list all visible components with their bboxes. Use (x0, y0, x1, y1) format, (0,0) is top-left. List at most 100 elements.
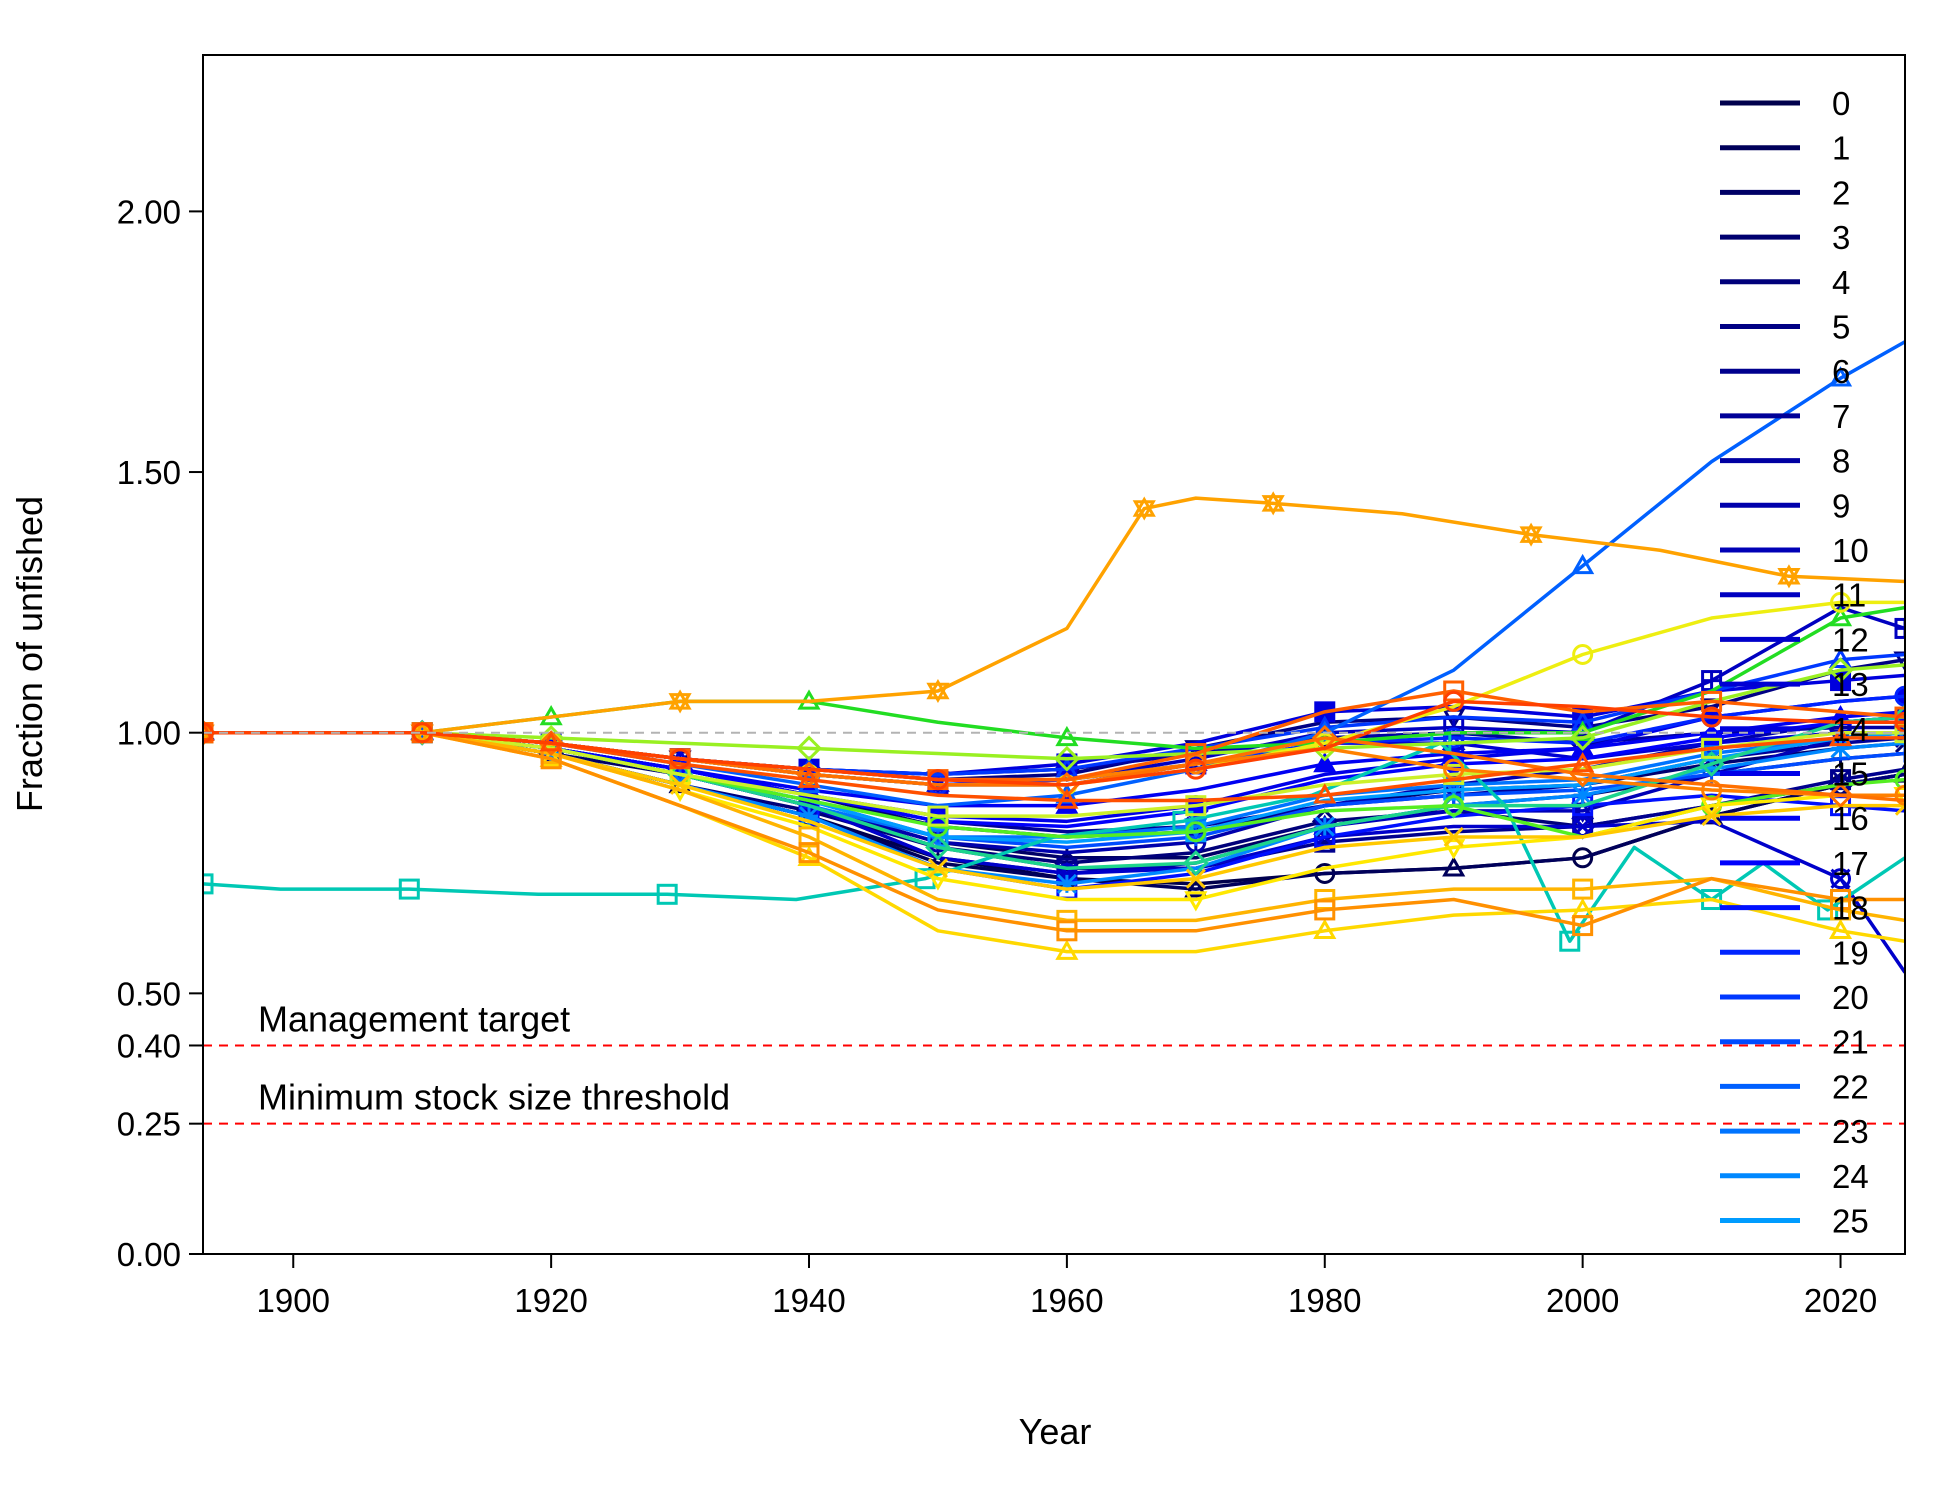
legend-label: 14 (1832, 711, 1869, 748)
data-point (1894, 784, 1905, 806)
legend-label: 10 (1832, 532, 1869, 569)
legend-label: 9 (1832, 487, 1850, 524)
data-point (927, 858, 949, 879)
x-tick-label: 1920 (514, 1282, 587, 1319)
data-point (1559, 930, 1581, 952)
data-point (1184, 877, 1208, 898)
data-point (927, 769, 949, 791)
data-point (1313, 783, 1337, 804)
data-point (1442, 839, 1466, 860)
series-line (203, 730, 1905, 923)
data-point (1185, 868, 1206, 889)
data-point (1571, 751, 1595, 773)
data-point (1571, 553, 1595, 575)
data-point (1572, 785, 1593, 806)
legend-label: 4 (1832, 264, 1850, 301)
data-point (1896, 619, 1905, 638)
series-12 (203, 722, 1905, 974)
data-point (1572, 878, 1594, 900)
data-point (1172, 810, 1194, 832)
legend-label: 25 (1832, 1203, 1869, 1240)
data-point (1313, 751, 1337, 773)
data-point (926, 682, 950, 704)
data-point (926, 870, 950, 891)
data-point (1701, 779, 1723, 801)
axes: 1900 1920 1940 1960 1980 2000 20200.000.250.40… (117, 193, 1877, 1319)
x-tick-label: 1900 (257, 1282, 330, 1319)
data-point (1830, 769, 1852, 791)
legend-label: 13 (1832, 666, 1869, 703)
data-point (1132, 500, 1156, 521)
data-point (797, 845, 821, 867)
data-point (1827, 782, 1854, 809)
x-tick-label: 1980 (1288, 1282, 1361, 1319)
data-point (668, 693, 692, 714)
data-point (1777, 568, 1801, 589)
data-point (1701, 706, 1723, 728)
legend-label: 17 (1832, 845, 1869, 882)
data-point (1827, 657, 1854, 684)
legend-label: 20 (1832, 979, 1869, 1016)
series-line (203, 730, 1905, 933)
data-point (798, 842, 820, 864)
legend-label: 18 (1832, 890, 1869, 927)
data-point (1572, 915, 1594, 937)
data-point (1701, 806, 1722, 827)
data-point (1828, 725, 1853, 747)
data-point (1828, 918, 1853, 940)
data-point (925, 834, 951, 861)
legend-label: 5 (1832, 309, 1850, 346)
legend-label: 7 (1832, 398, 1850, 435)
legend-label: 19 (1832, 934, 1869, 971)
data-point (1182, 850, 1209, 876)
legend: 0123456789101112131415161718192021222324… (1720, 85, 1869, 1284)
data-point (1443, 727, 1465, 749)
series-layer (203, 340, 1905, 974)
legend-label: 2 (1832, 174, 1850, 211)
reference-line-label: Minimum stock size threshold (258, 1077, 730, 1118)
data-point (1894, 769, 1905, 791)
data-point (1894, 722, 1905, 744)
data-point (538, 730, 565, 757)
data-point (1055, 939, 1079, 960)
y-tick-label: 0.40 (117, 1027, 181, 1064)
data-point (1896, 744, 1905, 763)
x-tick-label: 1940 (772, 1282, 845, 1319)
legend-label: 6 (1832, 353, 1850, 390)
legend-label: 3 (1832, 219, 1850, 256)
y-tick-label: 0.50 (117, 975, 181, 1012)
data-point (1442, 856, 1466, 877)
legend-label: 26 (1832, 1247, 1869, 1284)
legend-label: 15 (1832, 756, 1869, 793)
data-point (1443, 690, 1465, 712)
series-line (203, 663, 1905, 761)
x-tick-label: 2020 (1804, 1282, 1877, 1319)
data-point (1056, 920, 1078, 942)
data-point (1053, 745, 1080, 772)
legend-label: 23 (1832, 1113, 1869, 1150)
legend-label: 1 (1832, 130, 1850, 167)
data-point (1184, 891, 1208, 912)
plot-frame (202, 54, 1906, 1255)
legend-label: 21 (1832, 1024, 1869, 1061)
series-extra-38 (203, 722, 1905, 942)
reference-line-label: Management target (258, 998, 570, 1039)
legend-label: 24 (1832, 1158, 1869, 1195)
data-point (1055, 788, 1079, 809)
series-line (203, 699, 1905, 787)
legend-label: 22 (1832, 1068, 1869, 1105)
data-point (1443, 826, 1464, 848)
data-point (398, 878, 420, 900)
series-line (203, 496, 1905, 735)
data-point (1892, 704, 1905, 730)
data-point (1314, 732, 1336, 754)
y-tick-label: 1.00 (117, 715, 181, 752)
data-point (1828, 647, 1853, 668)
legend-label: 8 (1832, 443, 1850, 480)
y-axis-label: Fraction of unfished (9, 496, 50, 812)
data-point (796, 735, 822, 762)
x-tick-label: 1960 (1030, 1282, 1103, 1319)
x-axis-label: Year (1019, 1411, 1092, 1452)
data-point (1572, 644, 1594, 665)
